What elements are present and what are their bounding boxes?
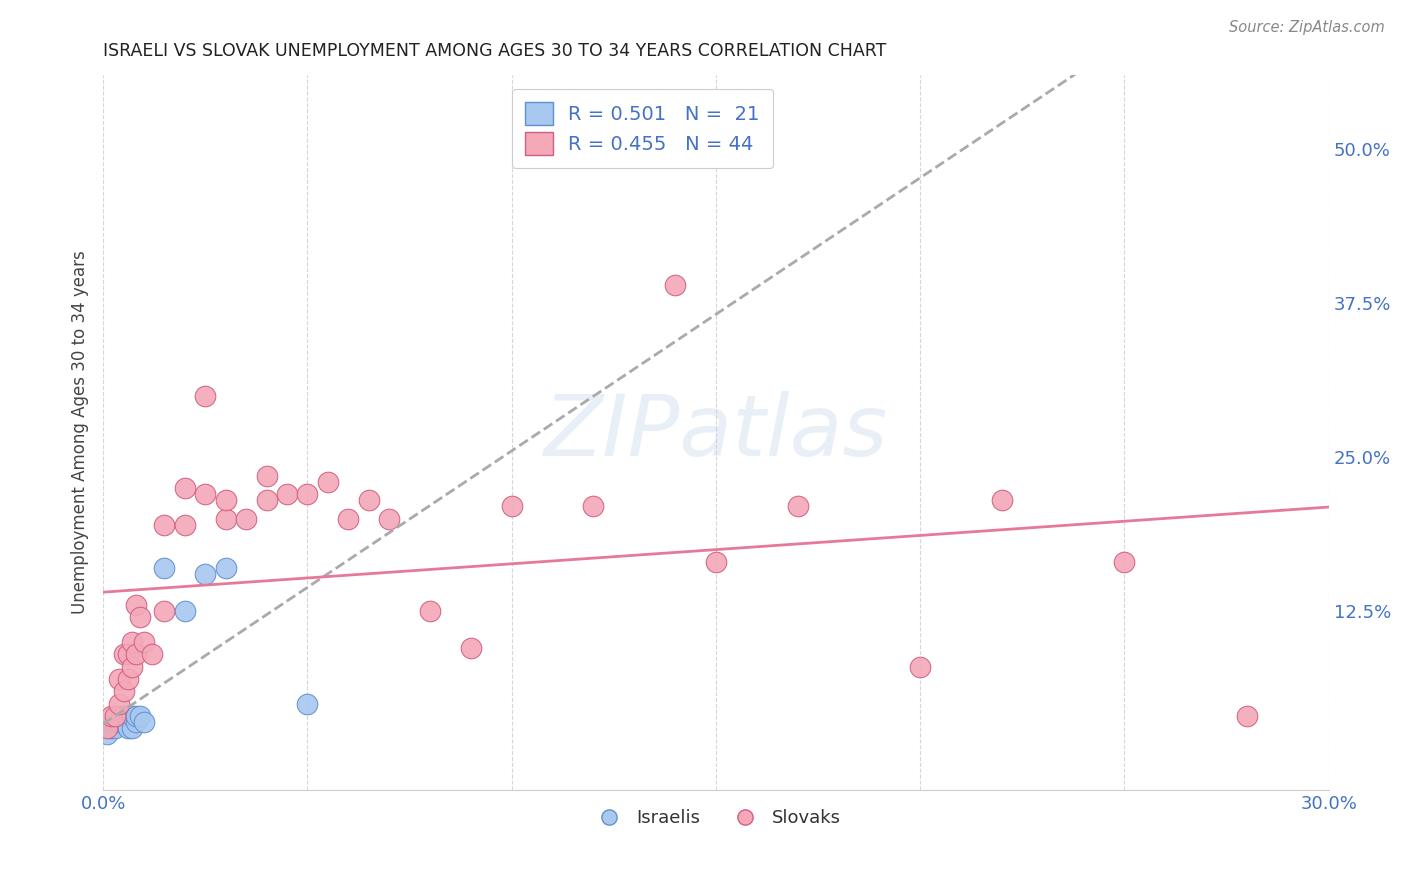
- Point: [125, 709, 148, 723]
- Point: [173, 481, 195, 495]
- Point: [173, 604, 195, 618]
- Point: [1114, 555, 1136, 569]
- Point: [256, 493, 278, 508]
- Text: Source: ZipAtlas.com: Source: ZipAtlas.com: [1229, 20, 1385, 35]
- Point: [108, 709, 131, 723]
- Point: [582, 500, 605, 514]
- Point: [908, 659, 931, 673]
- Point: [786, 500, 808, 514]
- Point: [96, 727, 118, 741]
- Point: [112, 684, 135, 698]
- Point: [215, 561, 238, 575]
- Point: [121, 635, 143, 649]
- Point: [704, 555, 727, 569]
- Point: [117, 709, 139, 723]
- Point: [276, 487, 298, 501]
- Point: [108, 697, 131, 711]
- Point: [256, 468, 278, 483]
- Point: [125, 715, 148, 730]
- Point: [419, 604, 441, 618]
- Point: [664, 277, 686, 292]
- Point: [125, 598, 148, 612]
- Point: [100, 721, 122, 735]
- Point: [141, 648, 163, 662]
- Point: [316, 475, 339, 489]
- Point: [117, 721, 139, 735]
- Point: [235, 512, 257, 526]
- Point: [125, 648, 148, 662]
- Point: [1236, 709, 1258, 723]
- Point: [129, 610, 152, 624]
- Point: [121, 709, 143, 723]
- Point: [194, 487, 217, 501]
- Point: [194, 567, 217, 582]
- Y-axis label: Unemployment Among Ages 30 to 34 years: Unemployment Among Ages 30 to 34 years: [72, 251, 89, 615]
- Point: [117, 672, 139, 686]
- Point: [153, 561, 176, 575]
- Point: [112, 648, 135, 662]
- Point: [104, 709, 127, 723]
- Point: [297, 487, 319, 501]
- Point: [112, 715, 135, 730]
- Point: [991, 493, 1014, 508]
- Point: [501, 500, 523, 514]
- Point: [117, 648, 139, 662]
- Point: [108, 715, 131, 730]
- Point: [337, 512, 360, 526]
- Point: [215, 493, 238, 508]
- Point: [132, 715, 155, 730]
- Point: [104, 715, 127, 730]
- Text: ZIPatlas: ZIPatlas: [544, 391, 889, 474]
- Point: [108, 672, 131, 686]
- Point: [129, 709, 152, 723]
- Point: [378, 512, 401, 526]
- Point: [153, 518, 176, 533]
- Text: ISRAELI VS SLOVAK UNEMPLOYMENT AMONG AGES 30 TO 34 YEARS CORRELATION CHART: ISRAELI VS SLOVAK UNEMPLOYMENT AMONG AGE…: [103, 42, 887, 60]
- Point: [215, 512, 238, 526]
- Point: [153, 604, 176, 618]
- Point: [104, 721, 127, 735]
- Point: [121, 721, 143, 735]
- Point: [121, 659, 143, 673]
- Legend: Israelis, Slovaks: Israelis, Slovaks: [583, 802, 848, 835]
- Point: [194, 388, 217, 402]
- Point: [100, 709, 122, 723]
- Point: [357, 493, 380, 508]
- Point: [460, 641, 482, 656]
- Point: [96, 721, 118, 735]
- Point: [173, 518, 195, 533]
- Point: [112, 709, 135, 723]
- Point: [132, 635, 155, 649]
- Point: [297, 697, 319, 711]
